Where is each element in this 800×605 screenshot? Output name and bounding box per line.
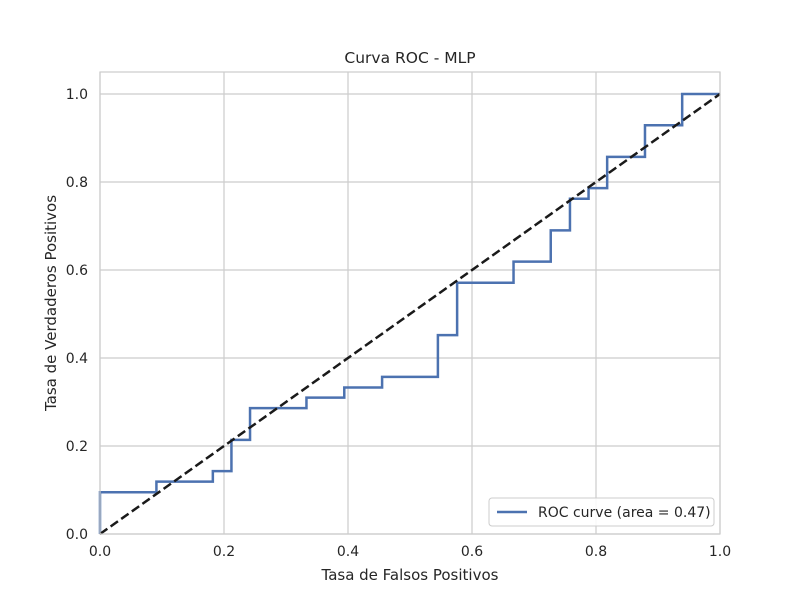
chance-line: [99, 92, 721, 536]
y-tick-label: 1.0: [66, 87, 88, 103]
legend: ROC curve (area = 0.47): [488, 497, 715, 527]
grid: [99, 72, 721, 535]
y-axis-label: Tasa de Verdaderos Positivos: [42, 195, 60, 412]
y-tick-label: 0.0: [66, 527, 88, 543]
x-axis-label: Tasa de Falsos Positivos: [321, 566, 499, 584]
x-tick-label: 0.2: [213, 544, 235, 560]
x-tick-labels: 0.0 0.2 0.4 0.6 0.8 1.0: [89, 544, 731, 560]
plot-frame: [99, 71, 721, 535]
y-tick-label: 0.6: [66, 263, 88, 279]
y-tick-label: 0.4: [66, 351, 88, 367]
y-tick-label: 0.2: [66, 439, 88, 455]
series-layer: [98, 92, 721, 536]
x-tick-label: 0.8: [585, 544, 607, 560]
x-tick-label: 0.0: [89, 544, 111, 560]
x-tick-label: 0.6: [461, 544, 483, 560]
chart-title: Curva ROC - MLP: [344, 49, 475, 67]
x-tick-label: 1.0: [709, 544, 731, 560]
roc-curve: [98, 92, 720, 534]
legend-label: ROC curve (area = 0.47): [538, 505, 711, 521]
y-tick-labels: 0.0 0.2 0.4 0.6 0.8 1.0: [66, 87, 88, 543]
legend-box: [488, 497, 715, 527]
x-tick-label: 0.4: [337, 544, 359, 560]
y-tick-label: 0.8: [66, 175, 88, 191]
